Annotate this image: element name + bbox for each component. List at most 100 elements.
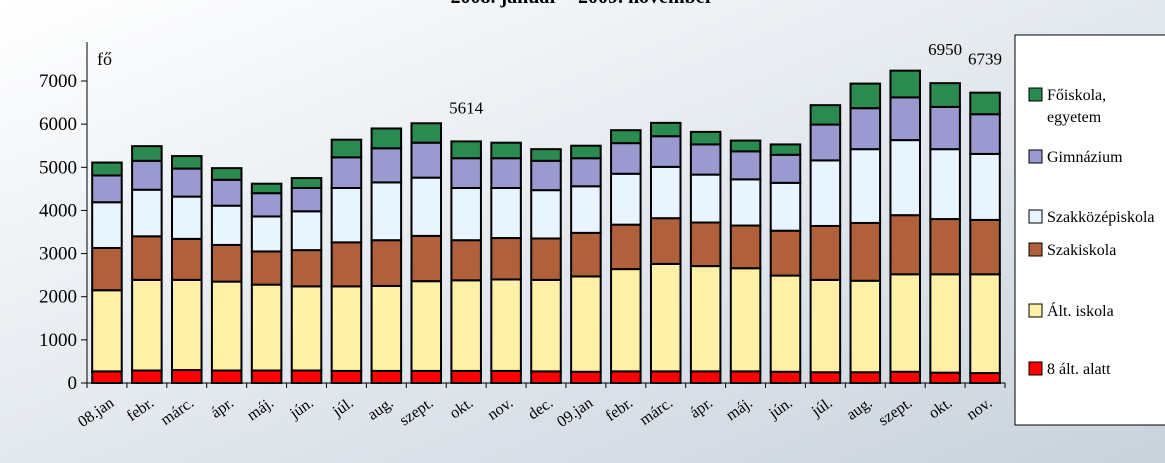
bar-segment — [570, 157, 602, 188]
bar-segment — [729, 224, 762, 270]
bar-segment — [689, 173, 722, 224]
bar-segment — [91, 161, 123, 177]
bar-segment — [171, 369, 203, 384]
bar-segment — [929, 82, 961, 108]
legend-label: Főiskola, — [1047, 87, 1106, 104]
legend-swatch — [1028, 209, 1043, 224]
legend-entry: Főiskola, egyetem — [1028, 87, 1106, 126]
bar-stack — [370, 127, 403, 385]
y-tick-label: 6000 — [39, 114, 77, 135]
bar-segment — [889, 370, 921, 385]
legend-swatch — [1028, 303, 1043, 318]
legend-swatch — [1028, 361, 1043, 376]
bar-segment — [450, 140, 482, 160]
bar-stack — [490, 141, 522, 385]
bar-segment — [729, 178, 762, 227]
bar-segment — [530, 370, 562, 385]
bar-segment — [889, 139, 921, 217]
bar-segment — [889, 96, 921, 142]
bar-segment — [290, 210, 323, 252]
value-annotation: 5614 — [449, 98, 484, 117]
bar-segment — [649, 135, 682, 168]
y-tick-label: 2000 — [39, 287, 77, 308]
bar-segment — [969, 372, 1001, 385]
bar-segment — [570, 231, 602, 278]
bar-segment — [410, 141, 443, 179]
bar-segment — [290, 285, 323, 372]
bar-segment — [610, 370, 642, 385]
bar-stack — [929, 82, 961, 385]
bar-stack — [689, 130, 722, 385]
legend-swatch — [1028, 242, 1043, 257]
bar-segment — [210, 280, 243, 372]
bar-stack — [250, 182, 283, 385]
legend-entry: Gimnázium — [1028, 149, 1123, 166]
y-tick-label: 0 — [68, 373, 78, 394]
annotations: 5614 6950 6739 — [449, 40, 1002, 117]
bar-segment — [649, 262, 682, 373]
legend-label: Gimnázium — [1047, 149, 1123, 166]
bar-segment — [610, 172, 642, 226]
bar-segment — [929, 148, 961, 221]
legend-entry: 8 ált. alatt — [1028, 361, 1111, 378]
bar-segment — [849, 371, 882, 385]
bar-segment — [410, 369, 443, 385]
bar-segment — [849, 279, 882, 374]
bar-segment — [689, 370, 722, 385]
legend-label: Szakközépiskola — [1047, 209, 1155, 226]
bar-segment — [849, 107, 882, 151]
bar-segment — [649, 370, 682, 385]
bar-segment — [290, 369, 323, 385]
bar-stack — [91, 161, 123, 385]
bar-segment — [530, 237, 562, 281]
bar-segment — [889, 69, 921, 99]
bar-segment — [330, 138, 363, 159]
bar-segment — [450, 369, 482, 385]
bar-stacks — [91, 69, 1001, 385]
bar-segment — [729, 370, 762, 385]
bar-segment — [889, 273, 921, 373]
bar-segment — [929, 273, 961, 374]
bar-segment — [131, 145, 163, 162]
bar-segment — [131, 278, 163, 372]
bar-segment — [330, 186, 363, 244]
legend-label: 8 ált. alatt — [1047, 361, 1111, 378]
bar-segment — [530, 278, 562, 373]
bar-segment — [410, 280, 443, 372]
y-tick-label: 7000 — [39, 71, 77, 92]
bar-segment — [490, 141, 522, 160]
legend: Főiskola, egyetem Gimnázium Szakközépiskola… — [1014, 34, 1165, 426]
bar-segment — [769, 229, 802, 277]
bar-stack — [809, 104, 842, 385]
bar-stack — [889, 69, 921, 385]
bar-segment — [649, 217, 682, 265]
bar-segment — [849, 221, 882, 282]
bar-segment — [250, 369, 283, 385]
bar-segment — [330, 156, 363, 189]
bar-segment — [91, 174, 123, 204]
bar-segment — [689, 265, 722, 373]
bar-segment — [969, 218, 1001, 276]
bar-segment — [769, 181, 802, 232]
bar-segment — [370, 181, 403, 242]
chart-title: 2008. január – 2009. november — [451, 0, 714, 8]
bar-stack — [849, 82, 882, 385]
bar-segment — [290, 177, 323, 189]
bar-segment — [410, 176, 443, 237]
value-annotation: 6739 — [968, 50, 1002, 69]
bar-segment — [969, 91, 1001, 116]
bar-segment — [769, 143, 802, 156]
bar-segment — [410, 234, 443, 283]
bar-segment — [729, 267, 762, 373]
bar-segment — [171, 237, 203, 281]
bar-segment — [769, 274, 802, 373]
bar-segment — [370, 239, 403, 287]
bar-segment — [131, 235, 163, 281]
bar-segment — [729, 139, 762, 153]
bar-segment — [131, 369, 163, 385]
bar-segment — [210, 204, 243, 246]
bar-stack — [649, 121, 682, 385]
bar-segment — [490, 186, 522, 240]
bar-segment — [610, 223, 642, 271]
bar-segment — [570, 144, 602, 160]
